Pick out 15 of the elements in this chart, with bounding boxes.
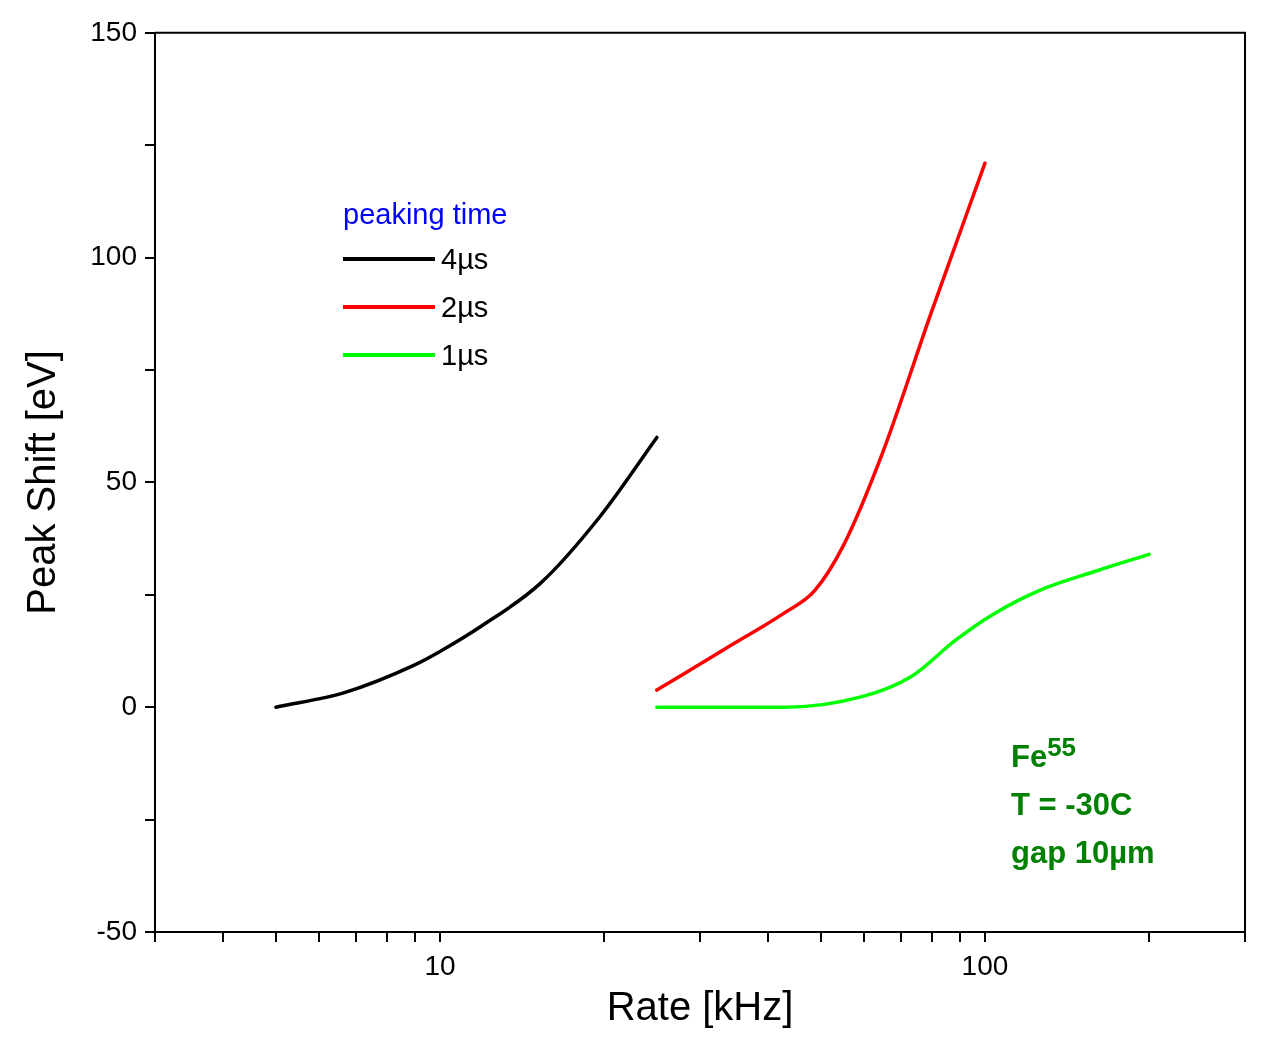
- legend-label: 4µs: [441, 242, 489, 276]
- legend-label: 2µs: [441, 290, 489, 324]
- x-axis-title: Rate [kHz]: [606, 984, 794, 1029]
- y-tick-label: 150: [90, 15, 137, 47]
- y-tick-label: 50: [105, 465, 137, 497]
- annotation: Fe$^{55}$: [1011, 732, 1077, 777]
- annotation: gap 10µm: [1011, 834, 1155, 873]
- y-tick-label: 100: [90, 240, 137, 272]
- legend-label: 1µs: [441, 338, 489, 372]
- y-tick-label: -50: [96, 914, 137, 946]
- x-tick-label: 10: [424, 949, 456, 981]
- annotation: T = -30C: [1011, 786, 1134, 825]
- y-tick-label: 0: [121, 689, 137, 721]
- legend-title: peaking time: [343, 198, 508, 231]
- y-axis-title: Peak Shift [eV]: [19, 350, 64, 615]
